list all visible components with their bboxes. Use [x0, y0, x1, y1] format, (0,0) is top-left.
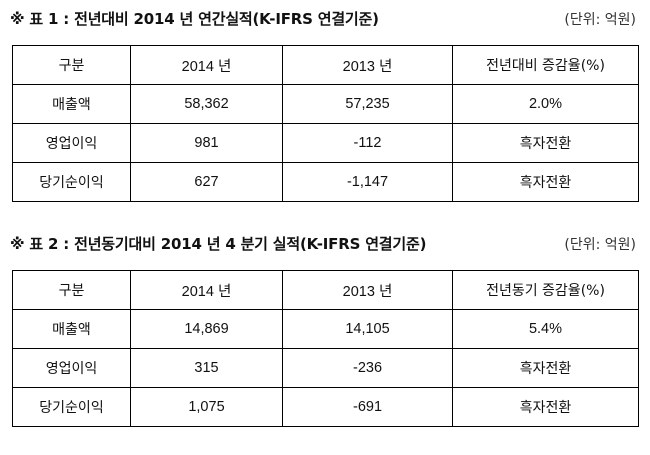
table-row: 당기순이익 1,075 -691 흑자전환 — [12, 387, 639, 427]
table-row: 당기순이익 627 -1,147 흑자전환 — [12, 162, 639, 202]
cell-2013-value: 14,105 — [282, 309, 453, 349]
quarterly-results-table: 구분 2014 년 2013 년 전년동기 증감율(%) 매출액 14,869 … — [12, 270, 639, 427]
table-row: 영업이익 315 -236 흑자전환 — [12, 348, 639, 388]
table-1-title: ※ 표 1 : 전년대비 2014 년 연간실적(K-IFRS 연결기준) — [10, 10, 379, 28]
cell-2014-value: 627 — [130, 162, 283, 202]
header-change-rate: 전년대비 증감율(%) — [452, 45, 639, 85]
cell-change-value: 흑자전환 — [452, 123, 639, 163]
annual-results-table: 구분 2014 년 2013 년 전년대비 증감율(%) 매출액 58,362 … — [12, 45, 639, 202]
table-1-unit-label: (단위: 억원) — [564, 12, 636, 28]
header-change-rate: 전년동기 증감율(%) — [452, 270, 639, 310]
cell-2014-value: 14,869 — [130, 309, 283, 349]
cell-2014-value: 981 — [130, 123, 283, 163]
cell-change-value: 흑자전환 — [452, 387, 639, 427]
table-2-unit-label: (단위: 억원) — [564, 237, 636, 253]
row-label-net-income: 당기순이익 — [12, 387, 131, 427]
table-header-row: 구분 2014 년 2013 년 전년동기 증감율(%) — [12, 270, 639, 310]
cell-2013-value: -112 — [282, 123, 453, 163]
header-2013: 2013 년 — [282, 45, 453, 85]
cell-change-value: 흑자전환 — [452, 162, 639, 202]
table-2-title: ※ 표 2 : 전년동기대비 2014 년 4 분기 실적(K-IFRS 연결기… — [10, 235, 427, 253]
table-1-title-row: ※ 표 1 : 전년대비 2014 년 연간실적(K-IFRS 연결기준) (단… — [10, 6, 636, 34]
table-header-row: 구분 2014 년 2013 년 전년대비 증감율(%) — [12, 45, 639, 85]
cell-2014-value: 1,075 — [130, 387, 283, 427]
cell-change-value: 흑자전환 — [452, 348, 639, 388]
cell-2013-value: 57,235 — [282, 84, 453, 124]
row-label-revenue: 매출액 — [12, 84, 131, 124]
row-label-net-income: 당기순이익 — [12, 162, 131, 202]
cell-2013-value: -1,147 — [282, 162, 453, 202]
table-row: 매출액 14,869 14,105 5.4% — [12, 309, 639, 349]
header-2014: 2014 년 — [130, 270, 283, 310]
table-row: 영업이익 981 -112 흑자전환 — [12, 123, 639, 163]
cell-2013-value: -691 — [282, 387, 453, 427]
row-label-operating-profit: 영업이익 — [12, 123, 131, 163]
cell-2013-value: -236 — [282, 348, 453, 388]
header-category: 구분 — [12, 45, 131, 85]
row-label-operating-profit: 영업이익 — [12, 348, 131, 388]
header-2013: 2013 년 — [282, 270, 453, 310]
cell-2014-value: 315 — [130, 348, 283, 388]
table-2-title-row: ※ 표 2 : 전년동기대비 2014 년 4 분기 실적(K-IFRS 연결기… — [10, 231, 636, 259]
cell-2014-value: 58,362 — [130, 84, 283, 124]
row-label-revenue: 매출액 — [12, 309, 131, 349]
header-2014: 2014 년 — [130, 45, 283, 85]
cell-change-value: 2.0% — [452, 84, 639, 124]
table-row: 매출액 58,362 57,235 2.0% — [12, 84, 639, 124]
header-category: 구분 — [12, 270, 131, 310]
cell-change-value: 5.4% — [452, 309, 639, 349]
